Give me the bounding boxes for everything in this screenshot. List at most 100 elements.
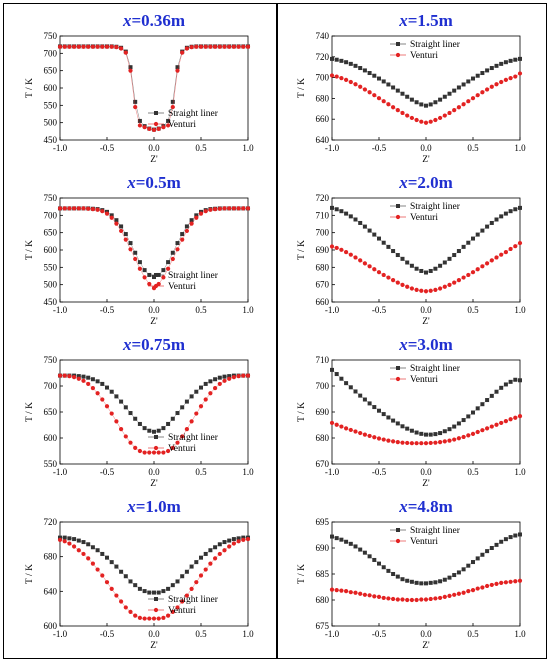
data-point: [151, 616, 157, 621]
data-point: [381, 240, 386, 245]
data-point: [123, 605, 128, 610]
x-tick-label: 1.0: [514, 629, 526, 639]
x-tick-label: 0.5: [467, 143, 479, 153]
y-tick-label: 450: [44, 297, 58, 307]
data-point: [189, 44, 194, 50]
data-point: [245, 44, 251, 49]
legend-label: Venturi: [410, 51, 438, 61]
data-point: [428, 102, 433, 107]
data-point: [362, 224, 367, 229]
data-point: [334, 245, 339, 251]
data-point: [461, 418, 466, 423]
data-point: [344, 589, 349, 594]
data-point: [62, 44, 67, 49]
x-tick-label: -1.0: [53, 467, 68, 477]
column-divider: [276, 3, 278, 659]
data-point: [184, 593, 189, 598]
data-point: [461, 244, 466, 249]
y-tick-label: 640: [316, 135, 330, 145]
series-straight-liner: [330, 367, 522, 437]
data-point: [339, 537, 344, 542]
data-point: [104, 404, 110, 409]
data-point: [76, 44, 81, 49]
chart-title: x=0.36m: [122, 11, 185, 30]
data-point: [414, 580, 419, 585]
chart-title: x=0.75m: [122, 335, 185, 354]
data-point: [353, 389, 358, 394]
y-axis-label: T / K: [25, 240, 35, 260]
data-point: [372, 73, 377, 78]
data-point: [100, 381, 105, 386]
data-point: [58, 535, 62, 540]
data-point: [362, 68, 367, 73]
y-tick-label: 550: [44, 262, 58, 272]
data-point: [447, 256, 452, 261]
data-point: [499, 79, 504, 85]
data-point: [428, 119, 433, 124]
chart-svg: x=0.5m 450 500 550 600 650 700 750 -1.0 -0.5 0.0 0.…: [25, 173, 254, 327]
data-point: [367, 90, 372, 95]
data-point: [494, 389, 499, 394]
data-point: [119, 569, 124, 574]
data-point: [480, 264, 485, 269]
data-point: [433, 100, 438, 105]
data-point: [203, 551, 208, 556]
data-point: [203, 209, 208, 214]
data-point: [95, 379, 100, 384]
data-point: [414, 287, 419, 292]
data-point: [353, 63, 358, 68]
y-tick-label: 690: [316, 245, 330, 255]
data-point: [494, 581, 499, 586]
series-straight-liner: [330, 532, 522, 586]
y-tick-label: 750: [44, 193, 58, 203]
data-point: [395, 253, 400, 258]
data-point: [104, 580, 110, 585]
data-point: [395, 421, 400, 426]
x-tick-label: -1.0: [53, 143, 68, 153]
data-point: [334, 207, 339, 212]
data-point: [114, 593, 119, 598]
data-point: [166, 266, 171, 271]
series-venturi: [329, 414, 523, 446]
x-tick-label: -1.0: [325, 629, 340, 639]
series-line: [331, 58, 521, 106]
data-point: [231, 44, 236, 49]
series-venturi: [57, 206, 251, 291]
data-point: [461, 434, 466, 440]
data-point: [480, 428, 485, 433]
data-point: [339, 376, 344, 381]
data-point: [119, 427, 124, 432]
data-point: [330, 534, 334, 539]
data-point: [198, 573, 204, 578]
data-point: [152, 590, 156, 595]
data-point: [513, 74, 518, 79]
data-point: [330, 56, 334, 61]
data-point: [513, 533, 518, 538]
data-point: [62, 539, 67, 544]
data-point: [391, 596, 396, 602]
data-point: [428, 268, 433, 273]
data-point: [452, 280, 457, 285]
x-tick-label: -0.5: [372, 467, 387, 477]
data-point: [475, 429, 480, 435]
data-point: [109, 389, 114, 394]
data-point: [499, 61, 504, 66]
y-tick-label: 650: [44, 228, 58, 238]
data-point: [513, 377, 518, 382]
x-tick-label: 0.0: [420, 143, 432, 153]
y-axis-label: T / K: [297, 564, 307, 584]
series-venturi: [329, 71, 523, 125]
data-point: [231, 375, 236, 380]
data-point: [353, 429, 358, 434]
data-point: [213, 44, 218, 49]
data-point: [400, 424, 405, 429]
data-point: [62, 206, 67, 211]
data-point: [208, 44, 213, 49]
data-point: [400, 282, 405, 287]
data-point: [194, 44, 199, 49]
data-point: [362, 397, 367, 402]
data-point: [409, 597, 414, 603]
data-point: [227, 544, 232, 549]
data-point: [518, 56, 522, 61]
